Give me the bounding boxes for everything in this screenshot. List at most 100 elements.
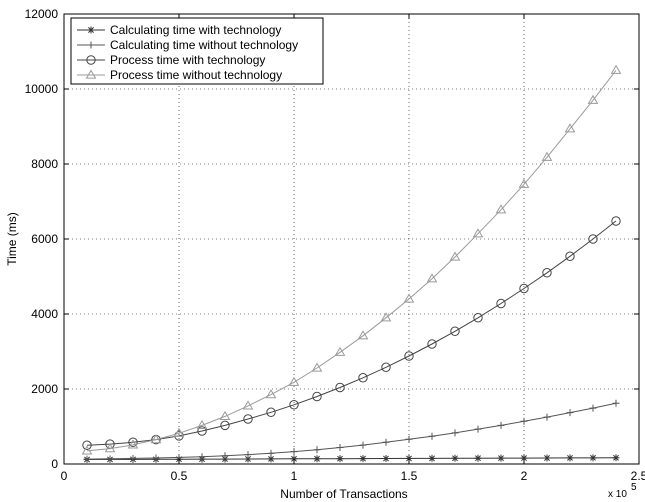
x-tick-label: 0.5 xyxy=(171,469,188,483)
data-point-triangle xyxy=(541,151,553,161)
data-point-triangle xyxy=(518,178,530,188)
data-point-star xyxy=(336,455,344,463)
series-triangle xyxy=(81,64,622,455)
y-axis-title: Time (ms) xyxy=(5,212,19,266)
x-tick-label: 1 xyxy=(291,469,298,483)
data-point-plus xyxy=(87,41,95,49)
grid xyxy=(64,14,639,464)
data-point-star xyxy=(520,454,528,462)
legend-entry: Process time without technology xyxy=(77,68,282,82)
legend-label: Process time with technology xyxy=(110,53,265,67)
data-point-plus xyxy=(83,455,91,463)
data-point-circle xyxy=(312,391,322,402)
data-point-plus xyxy=(221,452,229,460)
data-point-circle xyxy=(519,283,529,294)
data-point-triangle xyxy=(380,312,392,322)
data-point-plus xyxy=(106,455,114,463)
data-point-triangle xyxy=(587,94,599,104)
x-tick-label: 2 xyxy=(521,469,528,483)
data-point-triangle xyxy=(403,293,415,303)
legend-entry: Calculating time with technology xyxy=(77,23,281,37)
legend-box xyxy=(70,17,324,85)
data-point-triangle xyxy=(472,228,484,238)
data-point-circle xyxy=(404,351,414,361)
y-tick-label: 0 xyxy=(51,457,58,471)
data-point-circle xyxy=(128,437,138,447)
data-point-triangle xyxy=(219,410,231,421)
data-point-plus xyxy=(428,432,436,440)
data-point-star xyxy=(87,26,95,34)
data-point-star xyxy=(451,454,459,462)
data-point-plus xyxy=(589,404,597,412)
data-point-triangle xyxy=(610,64,622,74)
y-tick-label: 4000 xyxy=(31,307,58,321)
series-plus xyxy=(83,399,620,463)
data-point-plus xyxy=(152,454,160,462)
data-point-star xyxy=(497,454,505,462)
data-point-circle xyxy=(243,414,253,424)
data-point-star xyxy=(543,454,551,462)
y-tick-label: 12000 xyxy=(25,7,59,21)
data-point-triangle xyxy=(311,362,323,372)
data-point-plus xyxy=(451,429,459,437)
legend-entry: Process time with technology xyxy=(77,53,265,67)
data-point-circle xyxy=(588,234,598,244)
data-point-plus xyxy=(566,409,574,417)
x-axis-multiplier: x 10 xyxy=(608,489,627,500)
data-point-circle xyxy=(427,339,437,349)
data-point-plus xyxy=(129,454,137,462)
data-point-triangle xyxy=(426,273,438,283)
data-point-plus xyxy=(359,441,367,449)
legend-entry: Calculating time without technology xyxy=(77,38,298,52)
data-point-star xyxy=(313,455,321,463)
data-point-plus xyxy=(497,421,505,429)
data-point-star xyxy=(244,455,252,463)
y-tick-label: 8000 xyxy=(31,157,58,171)
y-tick-label: 6000 xyxy=(31,232,58,246)
x-tick-label: 1.5 xyxy=(401,469,418,483)
data-point-triangle xyxy=(173,427,185,437)
legend-label: Calculating time without technology xyxy=(110,38,298,52)
data-point-plus xyxy=(405,435,413,443)
x-axis-title: Number of Transactions xyxy=(280,487,407,501)
data-point-star xyxy=(589,454,597,462)
data-point-triangle xyxy=(104,443,116,453)
data-point-circle xyxy=(82,440,92,450)
data-point-plus xyxy=(198,453,206,461)
data-point-star xyxy=(474,454,482,462)
data-point-star xyxy=(359,455,367,463)
data-point-triangle xyxy=(334,346,346,356)
data-point-triangle xyxy=(288,376,300,386)
legend-label: Process time without technology xyxy=(110,68,282,82)
data-point-circle xyxy=(266,407,276,417)
data-point-triangle xyxy=(495,204,507,214)
data-point-plus xyxy=(336,444,344,451)
data-point-plus xyxy=(313,446,321,454)
data-point-circle xyxy=(335,382,345,393)
data-point-triangle xyxy=(449,251,461,261)
series-layer xyxy=(81,64,622,463)
data-point-plus xyxy=(520,417,528,425)
data-point-circle xyxy=(450,326,460,336)
data-point-circle xyxy=(496,298,506,309)
data-point-plus xyxy=(543,413,551,421)
data-point-circle xyxy=(381,362,391,372)
data-point-circle xyxy=(611,216,621,226)
y-tick-label: 10000 xyxy=(25,82,59,96)
series-line xyxy=(86,402,617,460)
data-point-star xyxy=(612,454,620,462)
data-point-star xyxy=(382,455,390,463)
legend: Calculating time with technologyCalculat… xyxy=(70,17,324,85)
data-point-plus xyxy=(612,399,620,407)
data-point-circle xyxy=(86,55,96,65)
x-tick-label: 2.5 xyxy=(631,469,645,483)
data-point-triangle xyxy=(85,69,97,79)
data-point-plus xyxy=(382,438,390,446)
axis-ticks: 0 0.5 1 1.5 2 2.5 0 2000 4000 6000 8000 10000 12000 xyxy=(25,7,645,483)
data-point-circle xyxy=(197,426,207,436)
legend-label: Calculating time with technology xyxy=(110,23,281,37)
data-point-circle xyxy=(220,420,230,431)
data-point-star xyxy=(428,454,436,462)
data-point-plus xyxy=(244,451,252,459)
y-tick-label: 2000 xyxy=(31,382,58,396)
